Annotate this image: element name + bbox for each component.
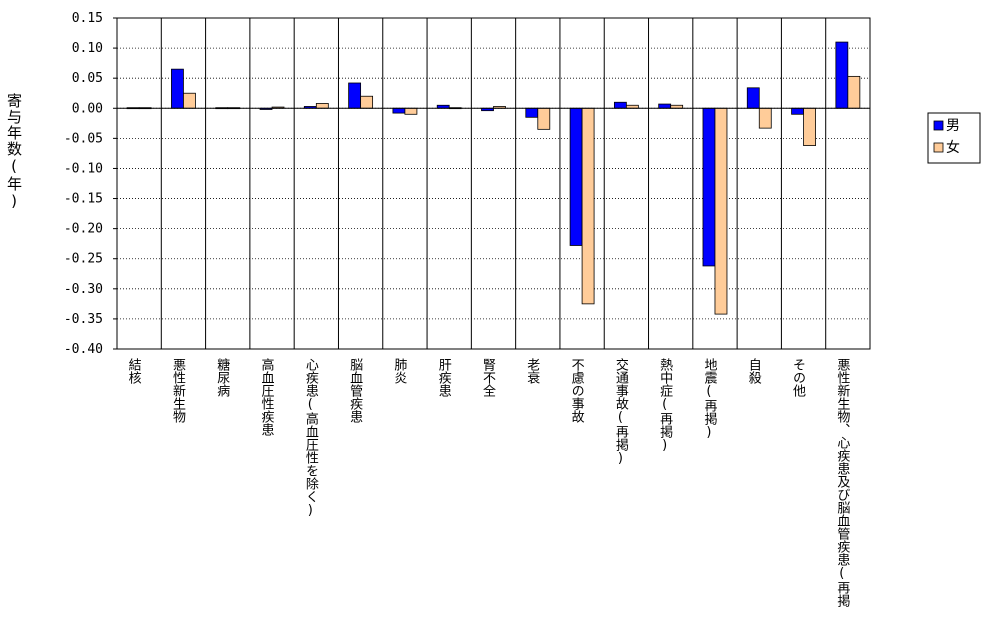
bar-female [847, 75, 861, 109]
category-label: 地震(再掲) [701, 358, 717, 440]
y-axis-label: 寄与年数(年) [5, 92, 23, 211]
bar-female [581, 107, 595, 305]
category-label: 不慮の事故 [569, 358, 585, 423]
category-label: 脳血管疾患 [347, 358, 363, 423]
bar-female [183, 92, 196, 109]
category-label: 悪性新生物 [170, 358, 186, 424]
category-label: 結核 [126, 358, 142, 384]
category-label: 悪性新生物、心疾患及び脳血管疾患(再掲 [834, 358, 850, 607]
bar-male [746, 87, 760, 109]
legend: 男女 [927, 112, 981, 164]
legend-swatch [933, 120, 944, 131]
y-tick-label: 0.10 [72, 41, 103, 56]
y-tick-label: -0.05 [64, 131, 103, 146]
y-tick-label: -0.15 [64, 192, 103, 207]
bar-male [392, 107, 406, 114]
grid-lines [113, 17, 870, 350]
bar-male [348, 82, 362, 109]
bar-female [714, 107, 728, 315]
y-tick-labels: 0.15 0.10 0.05 0.00 -0.05 -0.10 -0.15 -0.20 -0.2… [64, 11, 103, 357]
bar-female [404, 107, 418, 115]
category-label: 自殺 [746, 358, 762, 385]
category-label: その他 [790, 358, 806, 398]
y-tick-label: -0.30 [64, 282, 103, 297]
legend-label: 女 [946, 139, 960, 156]
y-tick-label: 0.00 [72, 101, 103, 116]
bar-male [525, 107, 539, 118]
category-separators [160, 18, 827, 349]
y-tick-label: -0.35 [64, 312, 103, 327]
category-label: 交通事故(再掲) [613, 357, 629, 466]
bar-female [360, 95, 374, 109]
category-labels: 結核 悪性新生物 糖尿病 高血圧性疾患 心疾患(高血圧性を除く) 脳血管疾患 肺炎 肝疾患 腎不… [126, 357, 850, 607]
y-tick-label: 0.05 [72, 71, 103, 86]
legend-label: 男 [946, 118, 960, 134]
bar-male [613, 101, 627, 109]
y-tick-label: -0.25 [64, 252, 103, 267]
category-label: 高血圧性疾患 [259, 357, 275, 436]
y-tick-label: -0.40 [64, 342, 103, 357]
y-tick-label: 0.15 [72, 11, 103, 26]
category-label: 糖尿病 [214, 357, 230, 397]
category-label: 心疾患(高血圧性を除く) [303, 358, 319, 518]
bar-male [702, 107, 716, 267]
category-label: 熱中症(再掲) [657, 358, 673, 453]
bar-female [758, 107, 772, 129]
bar-male [569, 107, 583, 246]
bar-female [315, 103, 329, 109]
category-label: 腎不全 [480, 358, 496, 397]
y-tick-label: -0.20 [64, 222, 103, 237]
bar-male [171, 68, 184, 109]
category-label: 肝疾患 [436, 358, 452, 397]
bar-female [803, 107, 816, 146]
bar-female [537, 107, 551, 130]
bar-male [791, 107, 804, 115]
legend-swatch [933, 142, 944, 153]
plot-frame [116, 17, 871, 350]
bar-male [835, 41, 849, 109]
bars [126, 41, 861, 315]
category-label: 肺炎 [391, 358, 407, 384]
y-tick-label: -0.10 [64, 161, 103, 176]
bar-male [658, 103, 672, 109]
category-label: 老衰 [524, 358, 540, 384]
